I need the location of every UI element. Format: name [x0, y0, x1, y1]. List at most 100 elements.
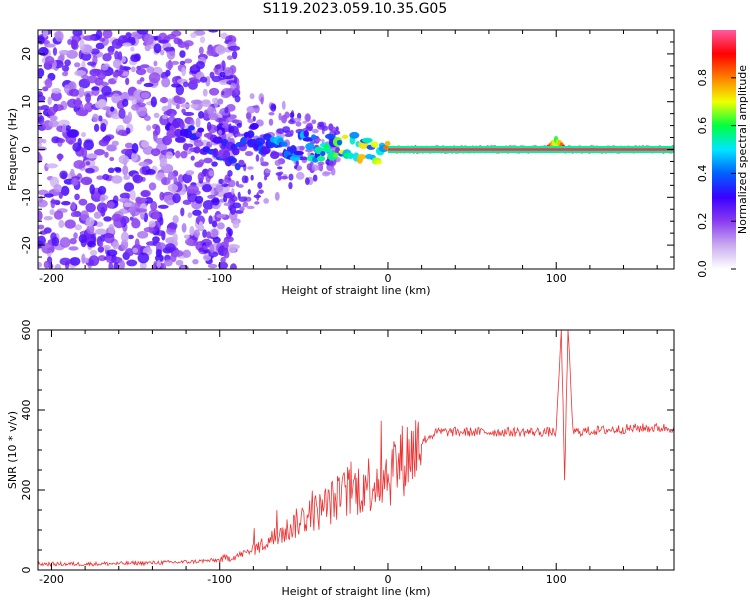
noise-blob: [144, 34, 154, 46]
noise-blob: [102, 135, 112, 142]
noise-blob: [207, 194, 216, 199]
noise-blob: [132, 174, 143, 184]
noise-blob: [224, 106, 229, 114]
noise-blob: [109, 156, 115, 162]
noise-blob: [38, 46, 49, 56]
noise-blob: [195, 60, 205, 70]
noise-blob: [107, 167, 115, 174]
snr-x-tick-label: -200: [39, 573, 64, 586]
noise-blob: [246, 105, 256, 114]
noise-blob: [119, 259, 125, 269]
noise-blob: [108, 261, 114, 269]
noise-blob: [85, 167, 95, 174]
noise-blob: [96, 70, 107, 81]
noise-blob: [281, 100, 286, 110]
noise-blob: [73, 232, 78, 240]
noise-blob: [208, 113, 219, 121]
spectrogram-y-tick-label: -20: [20, 236, 33, 254]
noise-blob: [311, 119, 317, 125]
noise-blob: [120, 239, 129, 250]
noise-blob: [173, 176, 178, 185]
noise-blob: [166, 200, 173, 206]
noise-blob: [299, 156, 308, 161]
noise-blob: [299, 145, 305, 151]
noise-blob: [163, 259, 173, 267]
noise-blob: [146, 66, 155, 74]
noise-blob: [247, 166, 254, 170]
noise-blob: [202, 88, 208, 97]
noise-blob: [48, 120, 59, 128]
snr-x-tick-label: 100: [546, 573, 567, 586]
snr-panel: -200 -100 0 100 0 200 400 600 Height of straight…: [6, 320, 675, 598]
noise-blob: [278, 171, 284, 175]
signal-blob: [384, 140, 391, 147]
noise-blob: [98, 99, 107, 108]
noise-blob: [74, 224, 83, 231]
noise-blob: [239, 206, 245, 212]
noise-blob: [190, 103, 199, 109]
noise-blob: [222, 74, 234, 80]
noise-blob: [209, 71, 215, 79]
noise-blob: [330, 167, 336, 176]
signal-blob: [227, 157, 238, 164]
noise-blob: [44, 43, 56, 48]
noise-blob: [50, 199, 61, 204]
noise-blob: [70, 39, 78, 50]
noise-blob: [295, 121, 302, 127]
noise-blob: [227, 170, 233, 177]
signal-blob: [305, 142, 315, 151]
noise-blob: [257, 181, 263, 189]
noise-blob: [164, 243, 176, 252]
noise-blob: [223, 202, 231, 207]
noise-blob: [135, 196, 142, 204]
noise-blob: [208, 87, 220, 96]
noise-blob: [123, 202, 132, 208]
noise-blob: [159, 191, 165, 201]
noise-blob: [221, 123, 229, 129]
noise-blob: [47, 106, 57, 116]
noise-blob: [208, 170, 214, 177]
noise-blob: [53, 210, 64, 220]
noise-blob: [89, 249, 98, 256]
noise-blob: [78, 234, 88, 244]
noise-blob: [119, 216, 130, 225]
noise-blob: [183, 234, 190, 239]
noise-blob: [159, 49, 165, 56]
noise-blob: [86, 75, 98, 84]
noise-blob: [112, 241, 120, 250]
noise-blob: [231, 50, 238, 60]
noise-blob: [295, 171, 305, 180]
noise-blob: [123, 175, 131, 180]
noise-blob: [268, 118, 274, 126]
noise-blob: [152, 236, 160, 243]
noise-blob: [181, 108, 186, 114]
noise-blob: [132, 217, 138, 226]
noise-blob: [241, 175, 248, 184]
signal-blob: [382, 145, 389, 150]
signal-blob: [260, 146, 271, 155]
noise-blob: [146, 124, 152, 131]
noise-blob: [85, 161, 91, 166]
noise-blob: [113, 262, 120, 269]
noise-blob: [312, 174, 318, 182]
noise-blob: [81, 253, 86, 264]
noise-blob: [70, 211, 78, 218]
noise-blob: [293, 117, 302, 122]
noise-blob: [72, 142, 82, 152]
noise-blob: [179, 60, 186, 65]
signal-blob: [193, 146, 201, 154]
snr-plot-area: [38, 330, 674, 567]
noise-blob: [111, 140, 119, 147]
noise-blob: [137, 252, 150, 264]
noise-blob: [238, 196, 248, 202]
noise-blob: [329, 126, 337, 133]
noise-blob: [202, 199, 215, 210]
spectrogram-x-axis-label: Height of straight line (km): [281, 284, 430, 297]
signal-blob: [280, 141, 288, 147]
noise-blob: [227, 136, 232, 144]
noise-blob: [97, 246, 105, 253]
noise-blob: [80, 176, 93, 186]
noise-blob: [60, 185, 70, 196]
noise-blob: [211, 161, 218, 167]
noise-blob: [61, 123, 67, 133]
